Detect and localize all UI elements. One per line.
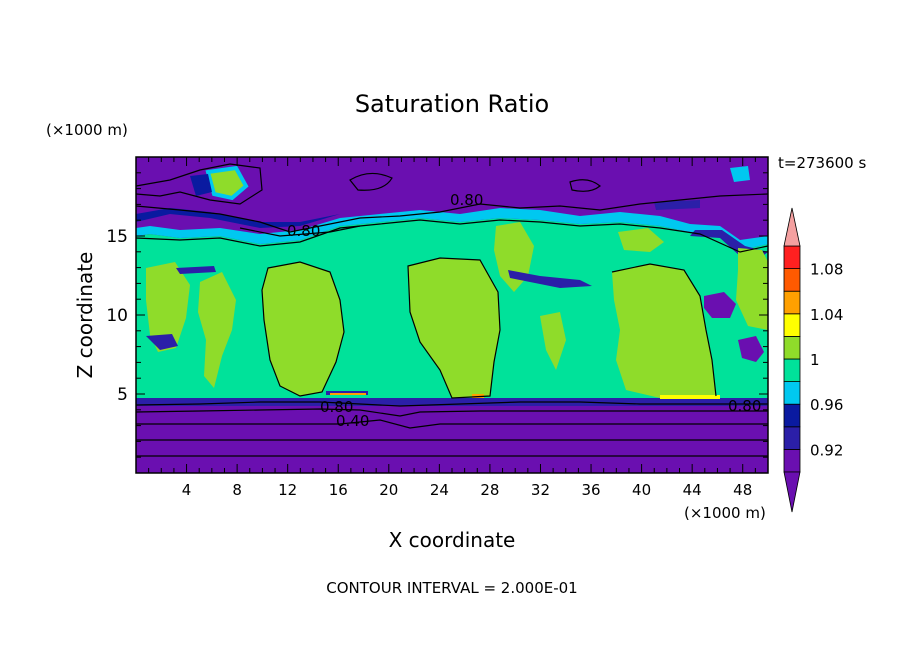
supersat-patch-h [540, 312, 566, 370]
x-tick-label: 12 [278, 481, 297, 499]
contour-line-upper-080 [136, 193, 768, 233]
upper-moisture-edge [136, 208, 768, 250]
contour-patch-e [611, 263, 717, 397]
supersat-patch-f [618, 228, 664, 252]
time-label: t=273600 s [778, 154, 866, 172]
contour-080-lower [136, 401, 768, 407]
x-tick-label: 24 [430, 481, 449, 499]
dry-streak-left [176, 266, 216, 274]
colorbar-swatch [783, 245, 801, 270]
dry-streak-mid [508, 270, 592, 288]
y-axis-label: Z coordinate [73, 252, 97, 379]
supersat-patch-b [262, 262, 344, 396]
colorbar-swatch [783, 358, 801, 383]
upper-patch-left-edge [205, 165, 249, 201]
colorbar-under-arrow [783, 471, 801, 513]
colorbar-swatch [783, 335, 801, 360]
chart-title: Saturation Ratio [355, 90, 549, 118]
x-tick-label: 44 [683, 481, 702, 499]
x-tick-label: 8 [232, 481, 242, 499]
surface-orange-streak [330, 393, 366, 395]
contour-lower-2 [136, 419, 768, 429]
x-tick-label: 48 [733, 481, 752, 499]
contour-patch-b [261, 261, 345, 397]
supersat-patch-c [408, 258, 500, 398]
dry-blob-left [146, 334, 178, 350]
lower-moisture-edge [136, 398, 768, 406]
colorbar-swatch [783, 268, 801, 292]
contour-patch-c [407, 257, 501, 399]
y-unit-label: (×1000 m) [46, 121, 128, 139]
colorbar-tick-label: 1 [810, 351, 820, 369]
supersat-patch-left [146, 262, 190, 352]
colorbar-swatch [783, 290, 801, 315]
contour-line-upper-080b [239, 225, 361, 237]
contour-interval-note: CONTOUR INTERVAL = 2.000E-01 [326, 579, 577, 597]
dry-blob-right2 [738, 336, 764, 362]
colorbar-swatch [783, 403, 801, 428]
x-unit-label: (×1000 m) [684, 504, 766, 522]
supersat-patch-g [736, 248, 768, 330]
colorbar-swatch [783, 313, 801, 337]
y-tick-label: 15 [106, 227, 128, 247]
contour-line-top-080 [136, 163, 263, 205]
contour-labels: 0.80 0.80 0.80 0.80 0.40 [287, 191, 761, 430]
surface-yellow-strip [660, 395, 720, 399]
upper-right-streak [654, 200, 700, 210]
x-tick-label: 40 [632, 481, 651, 499]
colorbar: 0.92 0.96 1 1.04 1.08 [783, 207, 843, 513]
upper-patch-left [208, 168, 246, 198]
upper-blue-blob [190, 174, 212, 196]
colorbar-tick-label: 0.92 [810, 441, 843, 459]
upper-right-patch [730, 166, 750, 182]
dry-blob-right [704, 292, 736, 318]
supersat-patch-e [612, 264, 716, 398]
x-tick-label: 4 [182, 481, 192, 499]
contour-label-080-upper: 0.80 [287, 222, 320, 240]
contour-moist-top [136, 219, 768, 253]
x-tick-label: 20 [379, 481, 398, 499]
colorbar-over-arrow [783, 207, 801, 247]
y-tick-label: 10 [106, 306, 128, 326]
x-tick-label: 32 [531, 481, 550, 499]
colorbar-swatch [783, 448, 801, 473]
contour-label-080-lower-right: 0.80 [728, 397, 761, 415]
contour-lines [136, 163, 768, 457]
x-tick-label: 16 [329, 481, 348, 499]
y-tick-label: 5 [117, 385, 128, 405]
colorbar-tick-label: 1.08 [810, 261, 843, 279]
colorbar-swatch [783, 426, 801, 450]
contour-lower-1 [136, 408, 768, 417]
colorbar-swatch [783, 381, 801, 405]
supersat-patch-a [198, 272, 236, 388]
colorbar-tick-label: 0.96 [810, 396, 843, 414]
contour-loop-a [349, 172, 393, 191]
surface-orange-strip [472, 394, 484, 398]
contour-label-080-top: 0.80 [450, 191, 483, 209]
contour-label-040: 0.40 [336, 412, 369, 430]
x-axis-label: X coordinate [389, 528, 516, 552]
colorbar-tick-label: 1.04 [810, 306, 843, 324]
x-tick-label: 28 [480, 481, 499, 499]
x-tick-label: 36 [581, 481, 600, 499]
contour-loop-b [569, 179, 601, 192]
contour-label-080-lower-left: 0.80 [320, 398, 353, 416]
